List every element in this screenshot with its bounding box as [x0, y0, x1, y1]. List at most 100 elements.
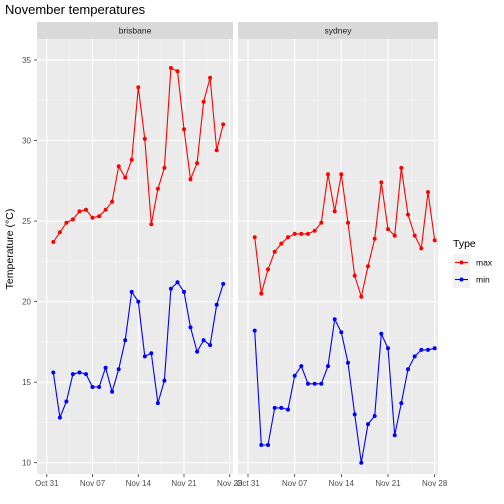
x-tick-label-brisbane-3: Nov 21: [171, 479, 197, 488]
point-brisbane-min-16: [155, 401, 160, 406]
point-brisbane-min-23: [201, 338, 206, 343]
point-sydney-min-10: [319, 381, 324, 386]
y-tick-label-4: 30: [22, 137, 31, 146]
point-brisbane-max-21: [188, 177, 193, 182]
point-sydney-max-5: [286, 235, 290, 240]
point-sydney-min-25: [419, 347, 424, 352]
point-brisbane-min-19: [175, 280, 180, 285]
point-brisbane-min-26: [221, 281, 226, 286]
point-brisbane-min-5: [84, 372, 88, 377]
point-brisbane-min-3: [70, 372, 75, 377]
x-tick-label-sydney-2: Nov 14: [329, 479, 355, 488]
point-sydney-min-9: [312, 381, 317, 386]
point-brisbane-max-25: [214, 148, 219, 153]
y-tick-label-5: 35: [22, 56, 31, 65]
panel-brisbane: brisbane Oct 31 Nov 07 Nov 14 Nov 21 Nov 28: [35, 22, 243, 488]
point-brisbane-min-21: [188, 325, 193, 330]
x-tick-label-brisbane-0: Oct 31: [35, 479, 59, 488]
legend-key-point-min: [459, 277, 464, 282]
point-brisbane-max-12: [129, 157, 134, 162]
chart-title: November temperatures: [5, 2, 146, 17]
point-sydney-min-20: [386, 346, 390, 351]
point-brisbane-min-14: [142, 354, 147, 359]
point-sydney-max-2: [266, 267, 270, 272]
point-brisbane-min-20: [182, 289, 186, 294]
point-brisbane-max-0: [51, 240, 56, 244]
legend-title: Type: [453, 238, 476, 250]
point-brisbane-min-18: [168, 286, 173, 291]
point-sydney-min-26: [426, 347, 430, 352]
legend-label-max: max: [476, 258, 493, 268]
point-brisbane-max-15: [149, 222, 154, 227]
strip-label-sydney: sydney: [325, 26, 353, 36]
legend: Type max min: [453, 238, 493, 288]
point-brisbane-max-10: [116, 164, 121, 169]
point-brisbane-min-24: [208, 343, 213, 348]
point-brisbane-max-14: [142, 136, 147, 141]
point-brisbane-max-1: [57, 230, 62, 235]
x-tick-label-sydney-1: Nov 07: [282, 479, 308, 488]
point-brisbane-max-7: [97, 214, 102, 219]
point-sydney-max-16: [359, 294, 364, 299]
point-sydney-max-18: [372, 236, 377, 241]
legend-key-max: [453, 254, 470, 271]
point-brisbane-min-15: [149, 351, 154, 356]
point-sydney-max-15: [352, 273, 357, 278]
point-brisbane-min-4: [77, 370, 82, 375]
point-brisbane-min-22: [195, 349, 200, 354]
point-brisbane-max-8: [103, 207, 108, 212]
point-sydney-min-24: [412, 354, 417, 359]
point-brisbane-min-2: [64, 399, 69, 404]
point-sydney-min-16: [359, 460, 364, 465]
series-line-sydney-max: [254, 167, 436, 299]
point-sydney-min-11: [326, 364, 330, 369]
point-sydney-max-14: [346, 220, 350, 225]
y-tick-label-0: 10: [22, 459, 31, 468]
point-sydney-min-27: [432, 346, 437, 351]
point-brisbane-max-20: [182, 127, 186, 132]
point-sydney-min-14: [346, 360, 350, 365]
plot-background-sydney: [238, 39, 438, 474]
point-brisbane-min-25: [214, 302, 219, 307]
y-tick-label-3: 25: [22, 217, 31, 226]
point-brisbane-max-18: [168, 66, 173, 70]
point-brisbane-max-9: [110, 199, 115, 204]
point-brisbane-max-4: [77, 209, 82, 214]
point-sydney-max-17: [366, 264, 370, 269]
point-sydney-max-19: [379, 180, 384, 185]
point-sydney-max-22: [399, 165, 404, 170]
point-brisbane-min-12: [129, 289, 134, 294]
point-brisbane-max-24: [208, 75, 213, 80]
point-sydney-min-4: [279, 405, 284, 410]
point-brisbane-max-19: [175, 69, 180, 74]
point-sydney-min-13: [339, 330, 344, 335]
point-sydney-min-21: [392, 433, 397, 438]
point-sydney-min-12: [332, 317, 337, 322]
point-brisbane-min-6: [90, 385, 95, 389]
point-brisbane-max-2: [64, 220, 69, 225]
point-brisbane-max-22: [195, 161, 200, 166]
series-line-sydney-min: [254, 317, 435, 463]
point-sydney-max-11: [326, 172, 330, 177]
point-brisbane-max-5: [84, 207, 88, 212]
x-tick-label-brisbane-4: Nov 28: [217, 479, 243, 488]
point-brisbane-max-26: [221, 122, 226, 127]
point-sydney-max-10: [319, 220, 324, 225]
point-brisbane-min-10: [116, 367, 121, 372]
point-brisbane-min-9: [110, 389, 115, 394]
point-brisbane-min-17: [162, 378, 167, 383]
point-brisbane-max-6: [90, 215, 95, 220]
point-brisbane-max-13: [136, 85, 141, 90]
point-sydney-min-6: [292, 373, 297, 378]
point-sydney-min-0: [252, 328, 257, 333]
point-sydney-min-1: [259, 443, 264, 447]
point-sydney-min-8: [306, 381, 310, 386]
strip-brisbane: [37, 22, 233, 39]
point-sydney-min-15: [352, 412, 357, 417]
x-tick-label-brisbane-2: Nov 14: [126, 479, 152, 488]
strip-label-brisbane: brisbane: [119, 26, 152, 36]
point-sydney-max-0: [252, 235, 257, 240]
point-sydney-max-24: [412, 233, 417, 238]
strip-sydney: [238, 22, 438, 39]
point-sydney-min-5: [286, 407, 290, 412]
